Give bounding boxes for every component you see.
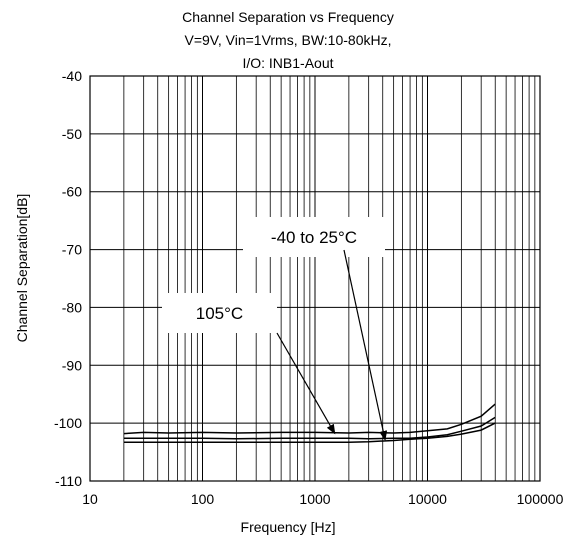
y-tick-label: -90 xyxy=(62,357,82,373)
x-axis-label: Frequency [Hz] xyxy=(240,519,336,535)
chart-title-line-3: I/O: INB1-Aout xyxy=(242,55,334,71)
x-tick-label: 10000 xyxy=(408,491,447,507)
chart-title-line-2: V=9V, Vin=1Vrms, BW:10-80kHz, xyxy=(184,32,392,48)
y-tick-label: -100 xyxy=(54,415,82,431)
y-tick-label: -70 xyxy=(62,242,82,258)
y-tick-label: -60 xyxy=(62,184,82,200)
y-tick-label: -110 xyxy=(55,473,82,489)
series-line-3 xyxy=(123,422,496,443)
y-tick-label: -50 xyxy=(62,126,82,142)
series-line-1 xyxy=(123,403,496,435)
plot-frame xyxy=(89,75,541,482)
annotation-arrow-1 xyxy=(343,249,388,441)
y-tick-label: -40 xyxy=(62,68,82,84)
chart-title-line-1: Channel Separation vs Frequency xyxy=(182,9,394,25)
series-line-2 xyxy=(123,416,496,440)
annotation-label-2: 105°C xyxy=(196,304,243,323)
annotation-arrow-2 xyxy=(276,332,336,435)
x-tick-label: 1000 xyxy=(299,491,330,507)
x-tick-label: 10 xyxy=(82,491,98,507)
y-tick-label: -80 xyxy=(62,299,82,315)
x-tick-label: 100 xyxy=(191,491,215,507)
annotation-box-2 xyxy=(162,293,277,333)
y-axis-label: Channel Separation[dB] xyxy=(14,193,30,343)
annotation-label-1: -40 to 25°C xyxy=(271,228,357,247)
x-tick-label: 100000 xyxy=(517,491,564,507)
annotation-box-1 xyxy=(243,217,385,257)
